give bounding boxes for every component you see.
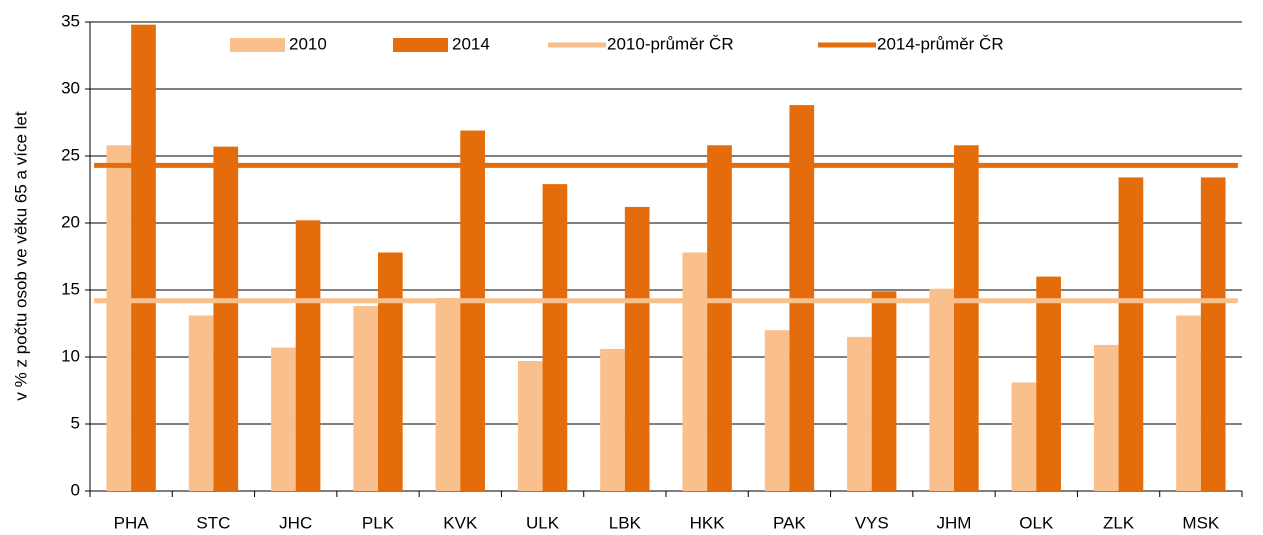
y-tick-label: 10 (61, 346, 80, 365)
x-tick-label: HKK (690, 513, 726, 532)
bar (106, 145, 132, 491)
x-tick-label: ULK (526, 513, 560, 532)
y-tick-label: 30 (61, 78, 80, 97)
bar (378, 252, 403, 491)
bar (1011, 382, 1037, 491)
legend-swatch (393, 38, 448, 52)
bar (847, 336, 872, 491)
bar (188, 315, 214, 491)
bar (295, 220, 321, 491)
bar (1036, 276, 1061, 491)
bar (435, 298, 461, 491)
bar (600, 348, 625, 491)
legend-label: 2014 (452, 34, 490, 53)
y-tick-label: 0 (71, 480, 80, 499)
bar (871, 291, 897, 491)
bar (542, 184, 568, 491)
x-tick-label: VYS (855, 513, 889, 532)
bar (213, 146, 239, 491)
x-tick-label: OLK (1019, 513, 1054, 532)
x-tick-label: LBK (609, 513, 642, 532)
legend-label: 2010 (289, 34, 327, 53)
x-tick-label: MSK (1182, 513, 1220, 532)
bar (764, 330, 790, 491)
y-tick-label: 15 (61, 279, 80, 298)
bar (353, 306, 378, 491)
bar (517, 361, 543, 491)
y-tick-label: 25 (61, 145, 80, 164)
bar (271, 347, 296, 491)
y-tick-label: 20 (61, 212, 80, 231)
x-tick-label: PLK (362, 513, 395, 532)
x-tick-label: JHC (279, 513, 312, 532)
x-tick-label: PHA (114, 513, 150, 532)
x-tick-label: PAK (773, 513, 806, 532)
y-tick-label: 35 (61, 11, 80, 30)
bar (707, 145, 732, 491)
bar (1118, 177, 1144, 491)
bar (624, 206, 650, 492)
bar (954, 145, 979, 491)
legend-label: 2010-průměr ČR (607, 34, 734, 53)
legend-swatch (230, 38, 285, 52)
x-tick-label: JHM (937, 513, 972, 532)
bar (1200, 177, 1226, 491)
bar (929, 288, 954, 491)
bar (789, 105, 815, 491)
y-axis-label: v % z počtu osob ve věku 65 a více let (11, 111, 30, 400)
bar (682, 252, 708, 491)
x-tick-label: STC (196, 513, 230, 532)
bar (1176, 315, 1201, 491)
bar (131, 24, 156, 492)
x-tick-label: ZLK (1103, 513, 1135, 532)
bar (1093, 344, 1119, 491)
y-tick-label: 5 (71, 413, 80, 432)
legend-label: 2014-průměr ČR (877, 34, 1004, 53)
x-tick-label: KVK (443, 513, 478, 532)
bar (460, 130, 485, 492)
